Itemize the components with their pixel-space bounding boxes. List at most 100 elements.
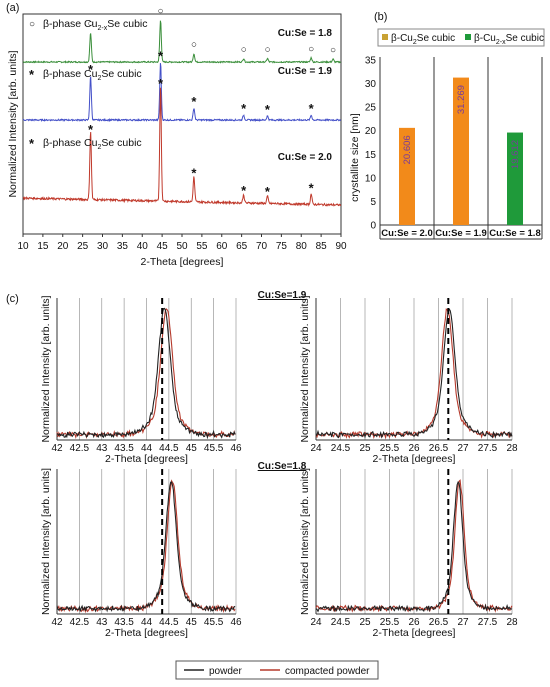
peak-marker-star: * — [191, 166, 197, 181]
x-tick-label-c: 24.5 — [331, 617, 351, 628]
series-line-0 — [22, 20, 341, 64]
compacted-powder-line — [56, 479, 236, 614]
x-tick-label-c: 42 — [51, 617, 63, 628]
bar-value-label-b: 20.606 — [402, 135, 413, 164]
bar-b-2 — [507, 132, 523, 225]
y-axis-label-c: Normalized Intensity [arb. units] — [299, 295, 311, 442]
x-tick-label-c: 43 — [96, 617, 108, 628]
bar-value-label-b: 19.612 — [510, 140, 521, 169]
y-tick-label-b: 10 — [365, 173, 377, 184]
x-tick-label-c: 43.5 — [114, 443, 134, 454]
legend-label-powder: powder — [209, 666, 242, 677]
x-tick-label-c: 44 — [141, 443, 153, 454]
panel-c: (c) Cu:Se=1.9Cu:Se=1.842 42.5 43 43.5 44 44.5 4… — [6, 290, 518, 680]
powder-line — [315, 481, 513, 613]
x-tick-label-c: 42.5 — [70, 443, 90, 454]
phase-label-2: β-phase Cu2Se cubic — [43, 137, 142, 151]
peak-marker-circle: ○ — [88, 19, 94, 30]
category-label-b: Cu:Se = 1.9 — [435, 228, 486, 239]
x-tick-label-c: 45 — [186, 617, 198, 628]
panel-label-c: (c) — [6, 293, 19, 305]
bar-b-1 — [453, 77, 469, 226]
x-tick-label-c: 44.5 — [159, 617, 179, 628]
x-tick-label-c: 25 — [359, 617, 371, 628]
x-tick-label-a: 45 — [157, 241, 169, 252]
legend-b — [377, 28, 545, 47]
x-tick-label-a: 55 — [196, 241, 208, 252]
x-tick-label-a: 50 — [176, 241, 188, 252]
peak-marker-circle: ○ — [264, 45, 270, 56]
peak-marker-star: * — [191, 94, 197, 109]
series-label-2: Cu:Se = 2.0 — [278, 152, 333, 163]
series-label-0: Cu:Se = 1.8 — [278, 28, 333, 39]
phase-label-1: β-phase Cu2Se cubic — [43, 68, 142, 82]
x-axis-label-c: 2-Theta [degrees] — [105, 453, 188, 465]
x-tick-label-a: 70 — [256, 241, 268, 252]
category-label-b: Cu:Se = 2.0 — [381, 228, 432, 239]
x-axis-label-c: 2-Theta [degrees] — [373, 627, 456, 639]
peak-marker-star: * — [158, 48, 164, 63]
x-tick-label-c: 42 — [51, 443, 63, 454]
y-axis-label-c: Normalized Intensity [arb. units] — [299, 468, 311, 615]
peak-marker-circle: ○ — [308, 44, 314, 55]
x-tick-label-c: 27 — [457, 617, 469, 628]
phase-label-0: β-phase Cu2-xSe cubic — [43, 18, 148, 32]
subplot-c2: 42 42.5 43 43.5 44 44.5 45 45.5 46 2-Theta [degre… — [40, 468, 242, 639]
legend-label-b1: β-Cu2-xSe cubic — [474, 33, 544, 46]
peak-marker-star: * — [158, 76, 164, 91]
x-tick-label-c: 27 — [457, 443, 469, 454]
phase-marker-star: * — [29, 67, 35, 82]
x-tick-label-c: 27.5 — [478, 617, 498, 628]
x-tick-label-c: 25.5 — [380, 443, 400, 454]
peak-marker-star: * — [265, 102, 271, 117]
row-title-c0: Cu:Se=1.9 — [258, 290, 307, 301]
panel-b: (b) β-Cu2Se cubic β-Cu2-xSe cubic 0 5 10 15 20 2… — [349, 11, 545, 240]
peak-marker-star: * — [309, 181, 315, 196]
bar-value-label-b: 31.269 — [456, 85, 467, 114]
peak-marker-star: * — [265, 184, 271, 199]
x-axis-label-c: 2-Theta [degrees] — [373, 453, 456, 465]
x-tick-label-c: 26 — [408, 617, 420, 628]
x-tick-label-a: 90 — [335, 241, 347, 252]
powder-line — [56, 481, 236, 613]
y-tick-label-b: 35 — [365, 56, 377, 67]
x-tick-label-c: 45.5 — [204, 443, 224, 454]
peak-marker-star: * — [88, 62, 94, 77]
x-tick-label-a: 80 — [296, 241, 308, 252]
panel-a: (a) 10 15 20 25 30 35 40 45 50 55 60 65 70 75 80 85 90 2-T… — [6, 2, 347, 268]
y-tick-label-b: 25 — [365, 103, 377, 114]
subplot-c1: 24 24.5 25 25.5 26 26.5 27 27.5 28 2-Theta [degre… — [299, 295, 518, 465]
legend-swatch-b1 — [465, 34, 471, 40]
subplot-c3: 24 24.5 25 25.5 26 26.5 27 27.5 28 2-Theta [degre… — [299, 468, 518, 639]
y-axis-label-c: Normalized Intensity [arb. units] — [40, 295, 52, 442]
x-axis-label-a: 2-Theta [degrees] — [141, 256, 224, 268]
x-tick-label-c: 26.5 — [429, 617, 449, 628]
x-tick-label-a: 15 — [37, 241, 49, 252]
x-tick-label-c: 26.5 — [429, 443, 449, 454]
x-axis-label-c: 2-Theta [degrees] — [105, 627, 188, 639]
x-tick-label-a: 25 — [77, 241, 89, 252]
x-tick-label-c: 28 — [506, 443, 518, 454]
peak-marker-circle: ○ — [330, 45, 336, 56]
y-axis-label-a: Normalized Intensity [arb. units] — [7, 50, 19, 197]
x-tick-label-a: 60 — [216, 241, 228, 252]
series-label-1: Cu:Se = 1.9 — [278, 66, 333, 77]
peak-marker-star: * — [88, 122, 94, 137]
powder-line — [56, 307, 236, 440]
x-tick-label-c: 46 — [230, 617, 242, 628]
y-tick-label-b: 30 — [365, 79, 377, 90]
x-tick-label-c: 28 — [506, 617, 518, 628]
x-tick-label-c: 24 — [310, 443, 322, 454]
compacted-powder-line — [56, 307, 236, 440]
x-tick-label-a: 65 — [236, 241, 248, 252]
series-line-2 — [22, 87, 342, 207]
x-tick-label-c: 25 — [359, 443, 371, 454]
subplot-c0: 42 42.5 43 43.5 44 44.5 45 45.5 46 2-Theta [degre… — [40, 295, 242, 465]
bar-b-0 — [399, 127, 415, 225]
panel-label-a: (a) — [6, 2, 19, 14]
y-axis-label-b: crystallite size [nm] — [349, 113, 361, 202]
peak-marker-circle: ○ — [158, 6, 164, 17]
x-tick-label-c: 44.5 — [159, 443, 179, 454]
x-tick-label-c: 42.5 — [70, 617, 90, 628]
